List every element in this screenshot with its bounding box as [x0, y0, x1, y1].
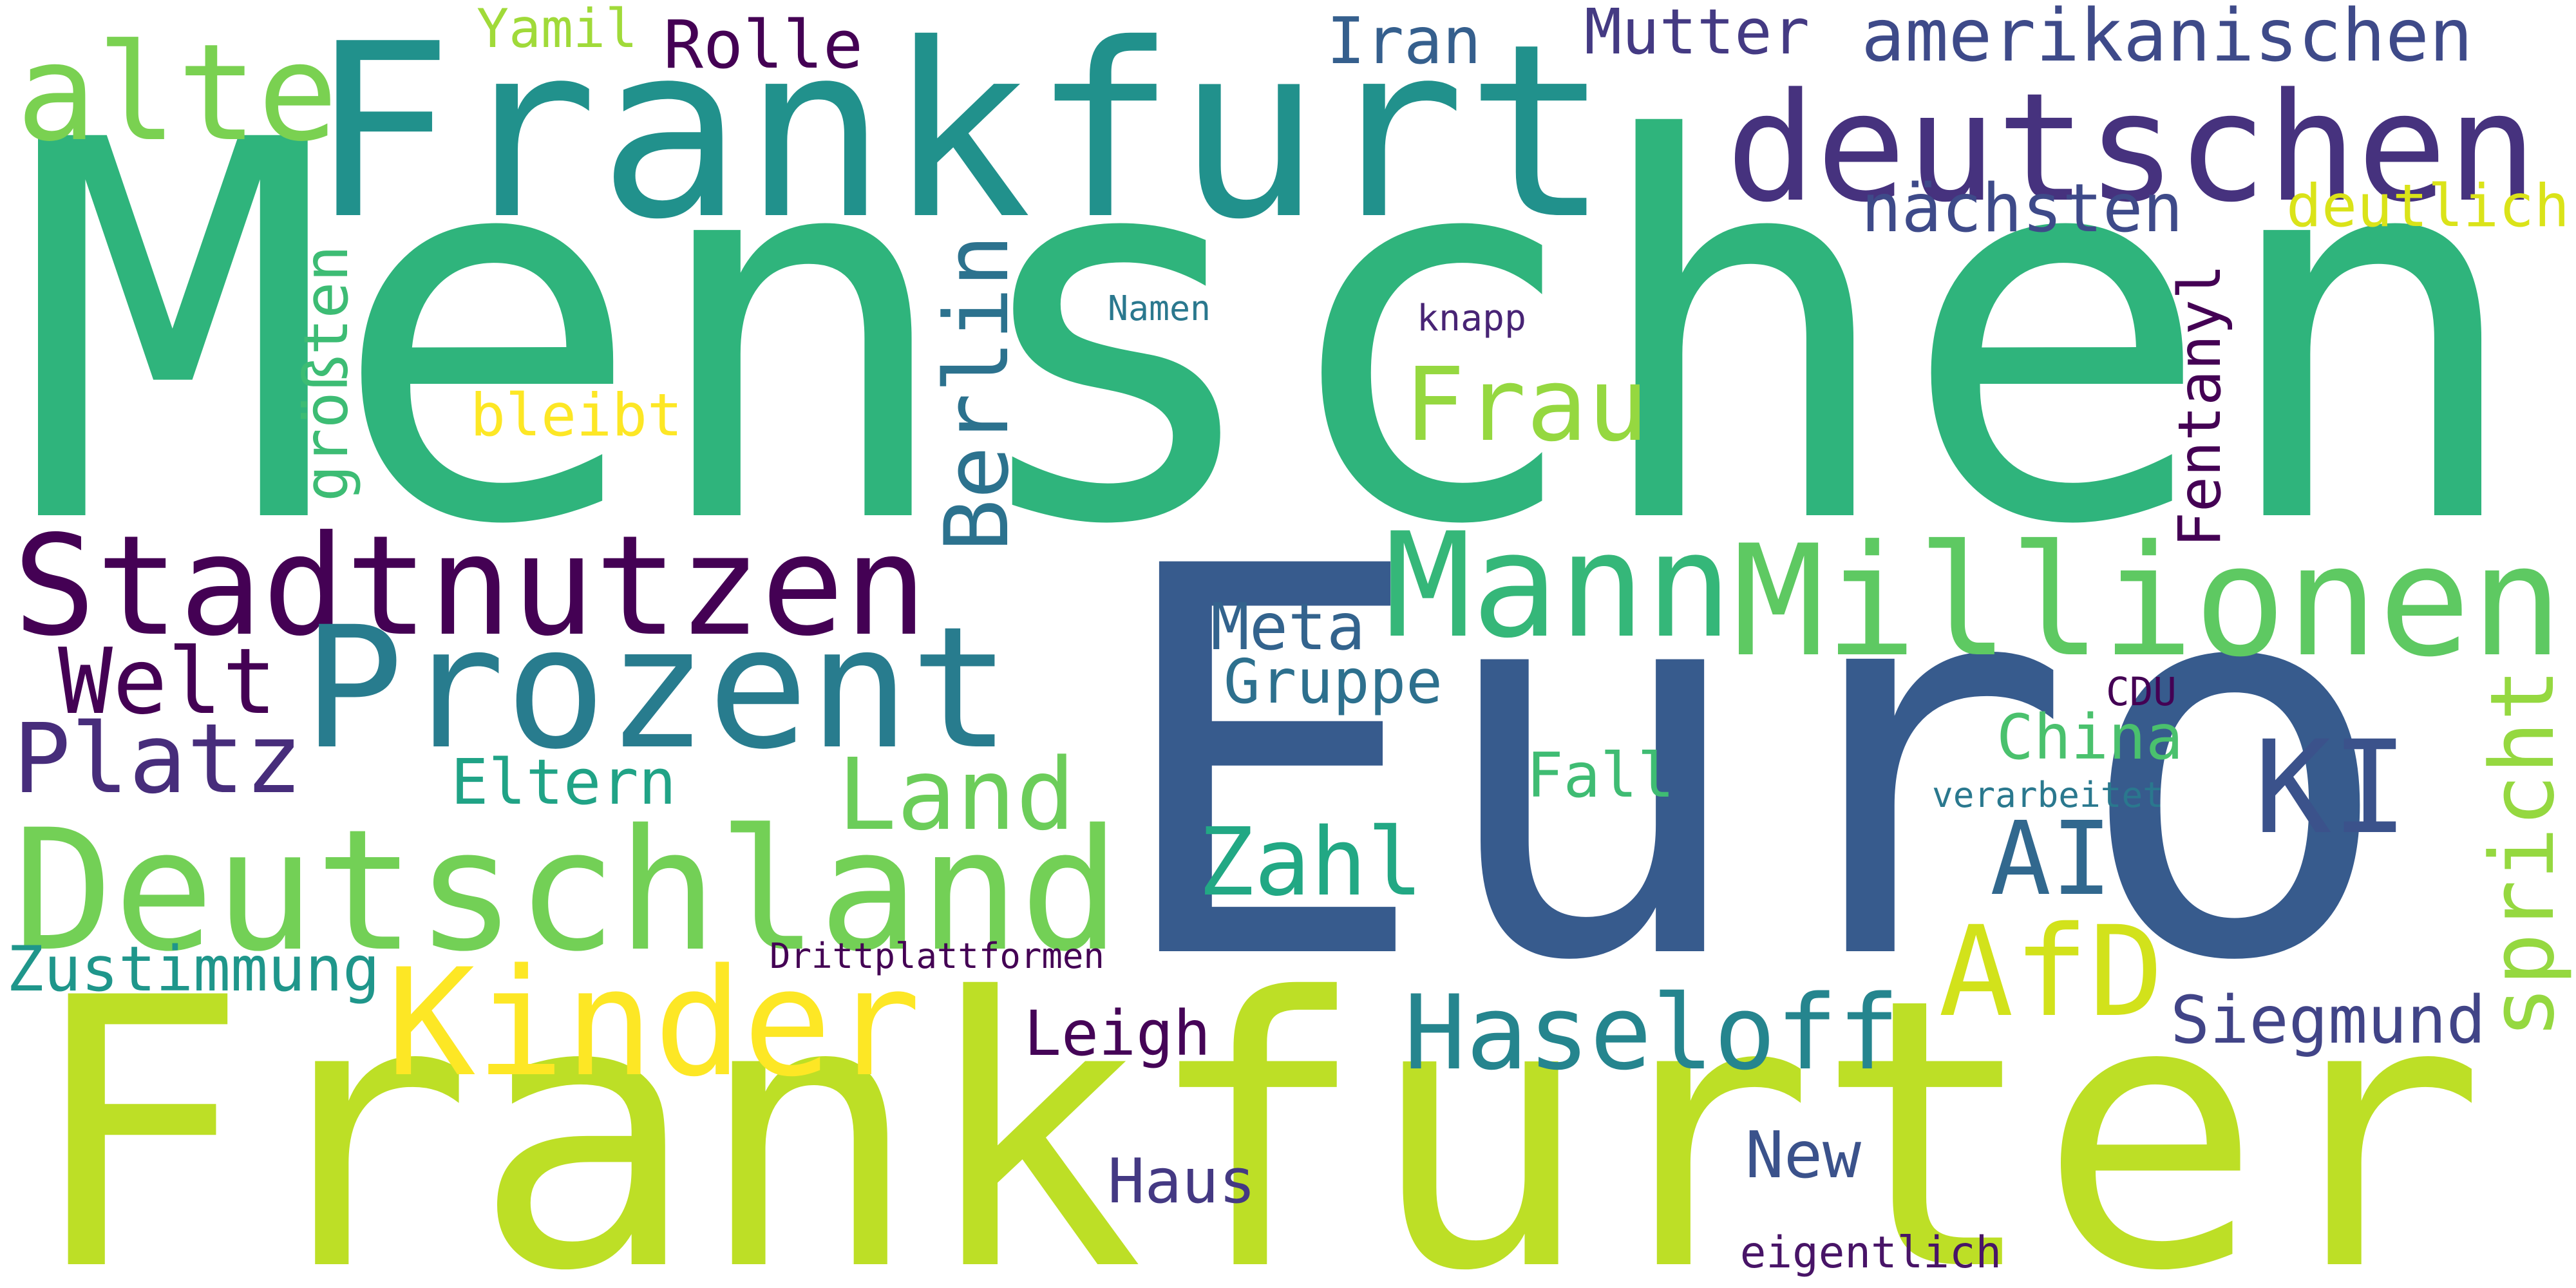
word-platz: Platz [13, 703, 303, 816]
word-stadtnutzen: Stadtnutzen [13, 505, 927, 667]
word-leigh: Leigh [1024, 997, 1211, 1070]
word-meta: Meta [1211, 590, 1365, 665]
word-namen: Namen [1108, 289, 1211, 329]
word-mutter: Mutter [1584, 0, 1810, 68]
word-frau: Frau [1404, 346, 1649, 465]
word-drittplattformen: Drittplattformen [770, 936, 1104, 976]
word-zahl: Zahl [1198, 808, 1423, 918]
word-afd: AfD [1938, 899, 2164, 1045]
word-welt: Welt [58, 629, 277, 735]
word-rolle: Rolle [663, 6, 863, 84]
word-spricht: spricht [2472, 668, 2574, 1039]
word-frankfurt: Frankfurt [309, 0, 1610, 272]
word-land: Land [837, 737, 1075, 853]
word-millionen: Millionen [1732, 512, 2563, 691]
word-ai: AI [1990, 800, 2112, 919]
word-groessten: größten [291, 245, 362, 502]
word-iran: Iran [1327, 4, 1481, 79]
word-amerikanischen: amerikanischen [1861, 0, 2473, 78]
word-mann: Mann [1385, 501, 1732, 670]
word-euro: Euro [1108, 454, 2396, 1077]
word-new: New [1745, 1118, 1861, 1193]
word-zustimmung: Zustimmung [6, 933, 380, 1005]
word-yamil: Yamil [477, 0, 638, 61]
word-menschen: Menschen [16, 31, 2528, 639]
word-fall: Fall [1526, 739, 1674, 812]
word-siegmund: Siegmund [2170, 982, 2486, 1059]
word-haus: Haus [1108, 1145, 1256, 1218]
word-deutlich: deutlich [2286, 171, 2570, 241]
word-haseloff: Haseloff [1404, 973, 1900, 1094]
word-naechsten: nächsten [1861, 170, 2183, 248]
word-china: China [1996, 701, 2183, 773]
word-knapp: knapp [1417, 297, 1526, 339]
word-berlin: Berlin [926, 234, 1028, 552]
word-deutschen: deutschen [1726, 60, 2537, 235]
word-bleibt: bleibt [470, 381, 683, 450]
word-verarbeitet: verarbeitet [1932, 774, 2164, 815]
word-fentanyl: Fentanyl [2165, 264, 2234, 547]
word-gruppe: Gruppe [1224, 647, 1443, 717]
word-eltern: Eltern [451, 745, 676, 819]
word-deutschland: Deutschland [13, 794, 1121, 989]
word-kinder: Kinder [386, 938, 921, 1110]
word-cdu: CDU [2106, 668, 2177, 715]
word-prozent: Prozent [303, 591, 1011, 787]
word-ki: KI [2254, 714, 2409, 864]
word-eigentlich: eigentlich [1739, 1227, 2002, 1278]
word-alte: alte [16, 15, 338, 171]
word-frankfurter: Frankfurter [26, 920, 2486, 1288]
